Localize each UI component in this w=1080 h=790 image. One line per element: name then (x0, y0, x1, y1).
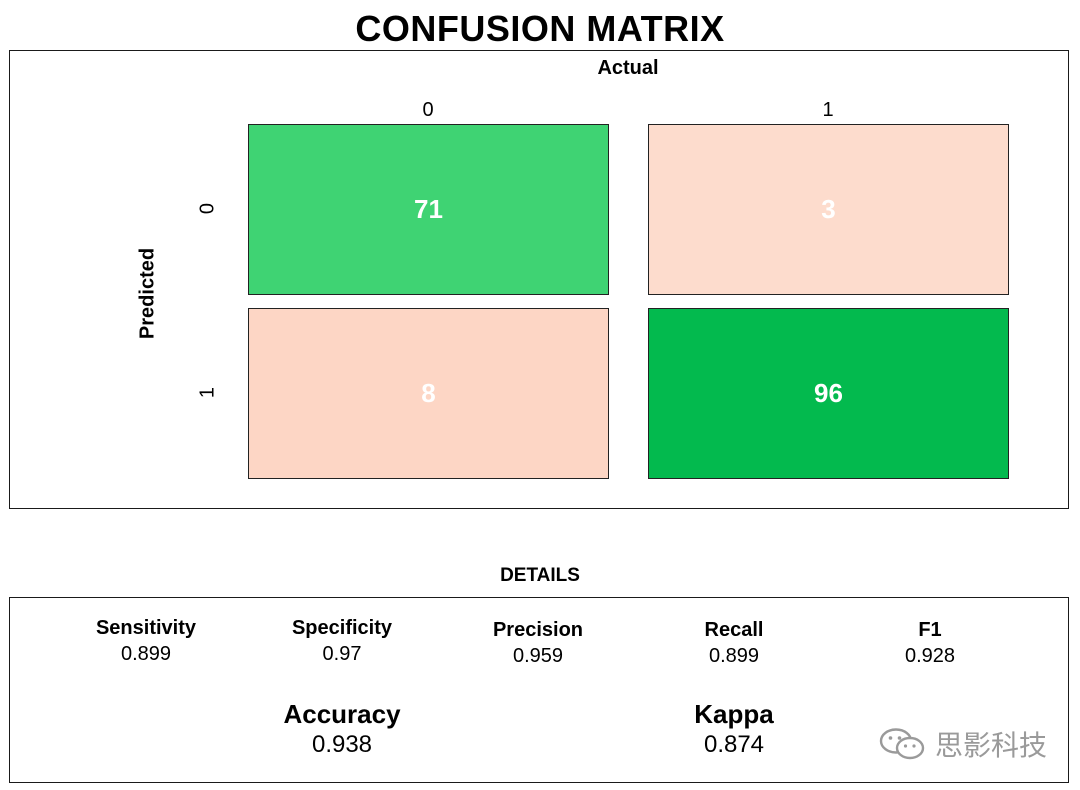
metric-label: Recall (704, 619, 764, 641)
metric-precision: Precision 0.959 (438, 619, 638, 668)
matrix-cell: 3 (648, 124, 1009, 295)
wechat-icon (879, 728, 925, 760)
cell-value-label: 71 (414, 194, 443, 224)
x-axis-label: Actual (597, 57, 659, 79)
chart-title: CONFUSION MATRIX (355, 8, 725, 49)
metric-value: 0.899 (120, 643, 172, 665)
metric-label: Sensitivity (95, 617, 197, 639)
y-axis-label: Predicted (136, 247, 159, 340)
metric-label: Accuracy (283, 699, 401, 729)
y-tick-label: 0 (196, 202, 219, 215)
cell-value-label: 3 (821, 194, 836, 224)
watermark-text: 思影科技 (935, 730, 1048, 761)
details-frame (9, 597, 1069, 783)
watermark: 思影科技 (877, 724, 1047, 764)
metric-specificity: Specificity 0.97 (242, 617, 442, 666)
x-tick-label: 1 (822, 99, 834, 121)
cell-value-label: 8 (421, 378, 436, 408)
metric-value: 0.899 (708, 645, 760, 667)
metric-f1: F1 0.928 (830, 619, 1030, 668)
metric-recall: Recall 0.899 (634, 619, 834, 668)
matrix-cell: 71 (248, 124, 609, 295)
x-tick-label: 0 (422, 99, 434, 121)
y-tick-label: 1 (196, 386, 219, 399)
details-title: DETAILS (500, 565, 580, 586)
metric-label: Kappa (694, 699, 774, 729)
metric-label: F1 (918, 619, 942, 641)
metric-value: 0.928 (904, 645, 956, 667)
metric-value: 0.874 (703, 731, 765, 758)
metric-sensitivity: Sensitivity 0.899 (46, 617, 246, 666)
cell-value-label: 96 (814, 378, 843, 408)
matrix-cell: 8 (248, 308, 609, 479)
metric-label: Specificity (291, 617, 393, 639)
matrix-cell: 96 (648, 308, 1009, 479)
metric-value: 0.97 (322, 643, 362, 665)
metric-value: 0.959 (512, 645, 564, 667)
metric-kappa: Kappa 0.874 (634, 699, 834, 759)
metric-value: 0.938 (311, 731, 373, 758)
metric-accuracy: Accuracy 0.938 (242, 699, 442, 759)
metric-label: Precision (492, 619, 584, 641)
confusion-matrix-frame (9, 50, 1069, 509)
